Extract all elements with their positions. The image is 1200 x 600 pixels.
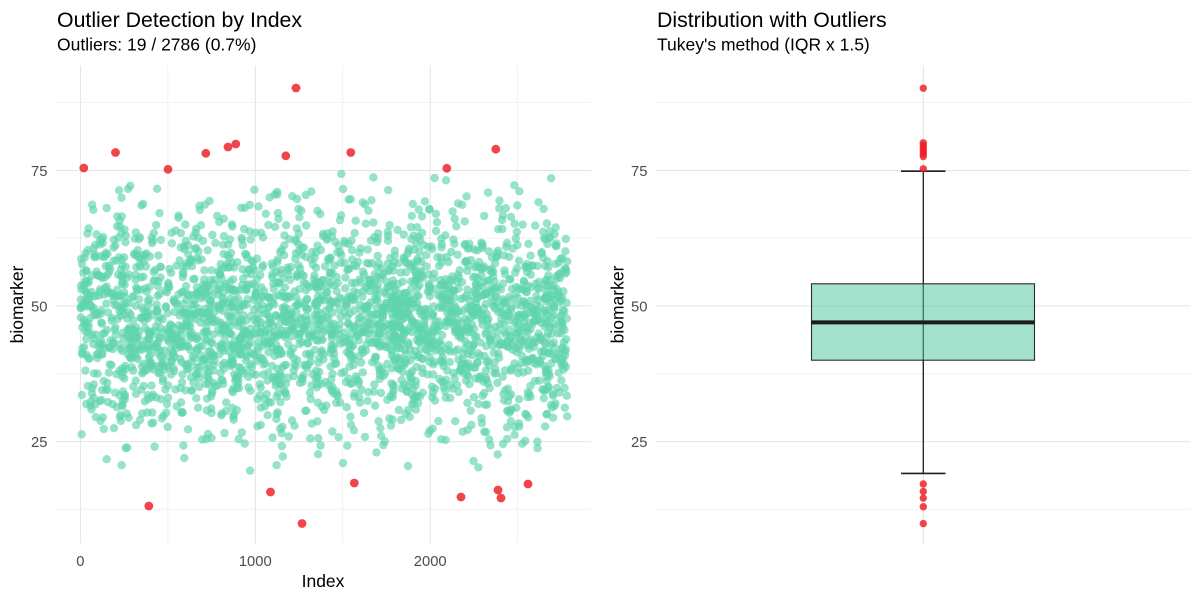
svg-text:50: 50: [631, 300, 647, 316]
svg-text:biomarker: biomarker: [608, 265, 628, 343]
svg-text:Outlier Detection by Index: Outlier Detection by Index: [57, 8, 302, 32]
svg-text:Outliers: 19 / 2786 (0.7%): Outliers: 19 / 2786 (0.7%): [57, 35, 256, 55]
svg-text:75: 75: [631, 164, 647, 180]
svg-text:Index: Index: [302, 571, 345, 591]
svg-text:biomarker: biomarker: [7, 265, 27, 343]
svg-text:25: 25: [631, 435, 647, 451]
svg-text:50: 50: [31, 300, 47, 316]
svg-text:Distribution with Outliers: Distribution with Outliers: [657, 8, 887, 32]
svg-text:2000: 2000: [414, 554, 447, 570]
svg-text:75: 75: [31, 164, 47, 180]
svg-text:25: 25: [31, 435, 47, 451]
svg-text:Tukey's method (IQR x 1.5): Tukey's method (IQR x 1.5): [657, 35, 870, 55]
svg-text:0: 0: [76, 554, 84, 570]
svg-text:1000: 1000: [239, 554, 272, 570]
